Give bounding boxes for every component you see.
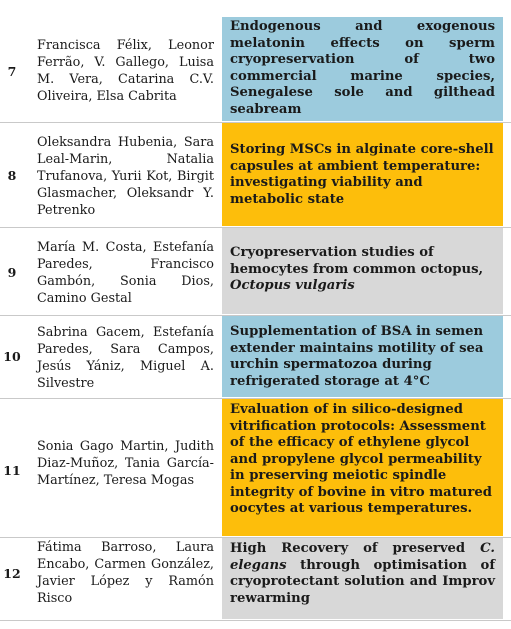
- row-12-title-cell: High Recovery of preserved C. elegans th…: [222, 538, 503, 620]
- row-9-title-species: Octopus vulgaris: [230, 278, 355, 293]
- row-9-number: 9: [7, 265, 17, 280]
- row-divider: [0, 227, 511, 228]
- row-8-title: Storing MSCs in alginate core-shell caps…: [230, 142, 494, 207]
- row-11-title-cell: Evaluation of in silico-designed vitrifi…: [222, 399, 503, 537]
- row-12-number: 12: [3, 566, 21, 581]
- row-divider: [0, 537, 511, 538]
- row-11-authors: Sonia Gago Martin, Judith Diaz-Muñoz, Ta…: [37, 439, 214, 488]
- row-10-number: 10: [3, 349, 21, 364]
- row-7-number: 7: [7, 64, 17, 79]
- row-12-title-species: C. elegans: [230, 541, 495, 573]
- row-divider: [0, 315, 511, 316]
- row-8-number: 8: [7, 168, 17, 183]
- row-12-title-start: High Recovery of preserved: [230, 541, 466, 556]
- row-8-title-cell: Storing MSCs in alginate core-shell caps…: [222, 123, 503, 227]
- row-9-authors: María M. Costa, Estefanía Paredes, Franc…: [37, 240, 214, 306]
- row-10-title-cell: Supplementation of BSA in semen extender…: [222, 316, 503, 398]
- row-11-title: Evaluation of in silico-designed vitrifi…: [230, 402, 492, 516]
- row-9-title: Cryopreservation studies of hemocytes fr…: [230, 245, 484, 277]
- row-10-title: Supplementation of BSA in semen extender…: [230, 324, 484, 389]
- row-9-title-cell: Cryopreservation studies of hemocytes fr…: [222, 228, 503, 315]
- row-7-authors: Francisca Félix, Leonor Ferrão, V. Galle…: [37, 38, 214, 104]
- row-divider: [0, 398, 511, 399]
- row-12-title-end: through optimisation of cryoprotectant s…: [230, 557, 495, 606]
- row-divider: [0, 620, 511, 621]
- row-10-authors: Sabrina Gacem, Estefanía Paredes, Sara C…: [37, 325, 214, 391]
- row-7-title-cell: Endogenous and exogenous melatonin effec…: [222, 17, 503, 122]
- row-11-number: 11: [3, 463, 21, 478]
- row-12-authors: Fátima Barroso, Laura Encabo, Carmen Gon…: [37, 540, 214, 606]
- row-8-authors: Oleksandra Hubenia, Sara Leal-Marin, Nat…: [37, 135, 214, 218]
- row-divider: [0, 122, 511, 123]
- row-7-title: Endogenous and exogenous melatonin effec…: [230, 19, 495, 117]
